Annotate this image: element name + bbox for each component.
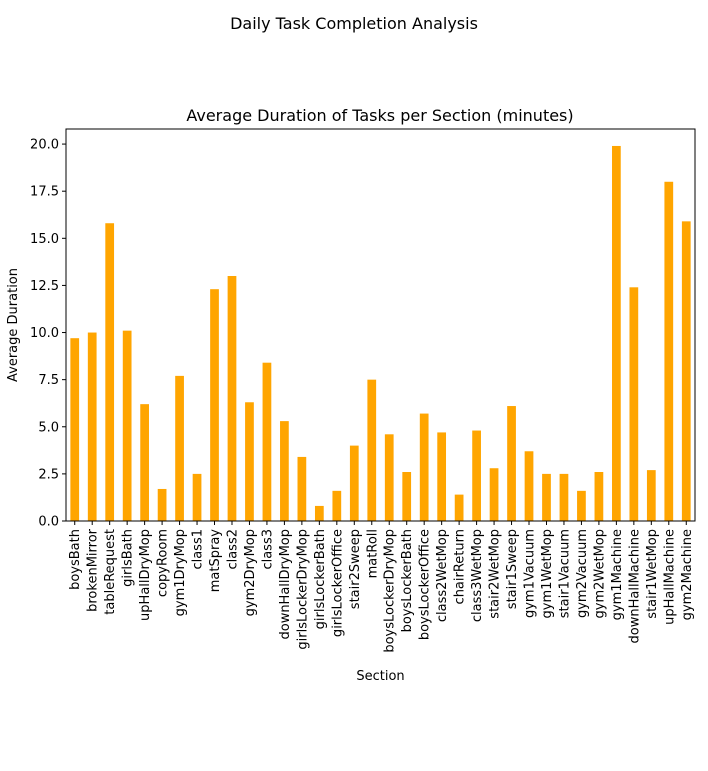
x-tick-label: boysLockerOffice: [418, 529, 433, 640]
bar-series: [70, 145, 691, 521]
x-axis-label: Section: [356, 669, 404, 684]
x-tick-label: girlsLockerBath: [313, 529, 328, 629]
bar-matRoll: [367, 379, 377, 521]
bar-gym2Vacuum: [577, 490, 586, 521]
bar-gym1Vacuum: [524, 451, 534, 521]
x-tick-label: boysLockerDryMop: [383, 529, 398, 653]
bar-upHallDryMop: [140, 404, 149, 521]
bar-gym1Machine: [612, 145, 621, 521]
x-tick-label: stair1Vacuum: [557, 529, 572, 618]
x-tick-label: boysLockerBath: [400, 529, 415, 632]
x-tick-label: girlsLockerDryMop: [295, 529, 310, 650]
x-tick-label: girlsLockerOffice: [330, 529, 345, 637]
bar-downHallDryMop: [280, 421, 289, 521]
x-tick-label: class1: [191, 529, 206, 570]
x-tick-label: gym1Vacuum: [523, 529, 538, 618]
bar-downHallMachine: [629, 287, 639, 521]
x-tick-label: chairReturn: [453, 529, 468, 604]
x-tick-label: gym1DryMop: [173, 529, 188, 616]
x-axis: boysBath brokenMirror tableRequest girlsBat…: [68, 521, 695, 653]
figure-suptitle: Daily Task Completion Analysis: [230, 14, 478, 33]
bar-boysLockerDryMop: [384, 434, 394, 521]
x-tick-label: matSpray: [208, 529, 223, 593]
y-tick-label: 20.0: [30, 138, 59, 153]
y-axis-label: Average Duration: [6, 268, 21, 382]
x-tick-label: matRoll: [365, 529, 380, 578]
x-tick-label: girlsBath: [121, 529, 136, 587]
y-tick-label: 10.0: [30, 326, 59, 341]
bar-stair1Vacuum: [559, 473, 569, 521]
chart-title: Average Duration of Tasks per Section (m…: [186, 106, 573, 125]
x-tick-label: gym1WetMop: [540, 529, 555, 619]
y-tick-label: 17.5: [30, 185, 59, 200]
bar-boysBath: [70, 338, 80, 521]
y-axis: 0.0 2.5 5.0 7.5 10.0 12.5 15.0 17.5 20.0: [30, 138, 66, 530]
x-tick-label: gym2Machine: [680, 529, 695, 620]
x-tick-label: downHallDryMop: [278, 529, 293, 640]
x-tick-label: gym2WetMop: [592, 529, 607, 619]
x-tick-label: tableRequest: [103, 529, 118, 615]
y-tick-label: 2.5: [38, 467, 59, 482]
bar-stair2WetMop: [489, 468, 499, 521]
bar-gym2Machine: [681, 221, 691, 521]
y-tick-label: 12.5: [30, 279, 59, 294]
bar-gym2DryMop: [245, 402, 254, 521]
bar-class3WetMop: [472, 430, 481, 521]
x-tick-label: gym1Machine: [610, 529, 625, 620]
bar-gym1DryMop: [175, 375, 184, 521]
bar-stair1Sweep: [507, 406, 516, 521]
bar-matSpray: [210, 289, 219, 521]
bar-tableRequest: [105, 223, 115, 521]
y-tick-label: 15.0: [30, 232, 59, 247]
x-tick-label: stair2Sweep: [348, 529, 363, 609]
x-tick-label: boysBath: [68, 529, 83, 590]
x-tick-label: stair1Sweep: [505, 529, 520, 609]
plot-frame: [65, 128, 696, 522]
bar-stair2Sweep: [349, 445, 359, 521]
bar-class3: [262, 362, 272, 521]
y-tick-label: 0.0: [38, 515, 59, 530]
x-tick-label: upHallMachine: [662, 529, 677, 625]
y-tick-label: 7.5: [38, 373, 59, 388]
x-tick-label: gym2Vacuum: [575, 529, 590, 618]
bar-girlsLockerBath: [314, 505, 324, 521]
bar-gym2WetMop: [594, 472, 604, 521]
bar-brokenMirror: [87, 332, 97, 521]
bar-girlsBath: [122, 330, 132, 521]
bar-class1: [192, 473, 202, 521]
x-tick-label: stair2WetMop: [488, 529, 503, 619]
bar-boysLockerBath: [402, 472, 412, 521]
bar-girlsLockerDryMop: [297, 456, 307, 521]
y-tick-label: 5.0: [38, 420, 59, 435]
x-tick-label: class3WetMop: [470, 529, 485, 622]
x-tick-label: class2WetMop: [435, 529, 450, 622]
bar-gym1WetMop: [542, 473, 551, 521]
bar-copyRoom: [157, 488, 167, 521]
x-tick-label: copyRoom: [156, 529, 171, 597]
bar-stair1WetMop: [646, 470, 656, 521]
bar-class2: [227, 276, 237, 521]
bar-chairReturn: [454, 494, 464, 521]
bar-boysLockerOffice: [419, 413, 429, 521]
x-tick-label: upHallDryMop: [138, 529, 153, 621]
x-tick-label: downHallMachine: [627, 529, 642, 643]
bar-girlsLockerOffice: [332, 490, 342, 521]
x-tick-label: gym2DryMop: [243, 529, 258, 616]
x-tick-label: stair1WetMop: [645, 529, 660, 619]
x-tick-label: class2: [225, 529, 240, 570]
x-tick-label: brokenMirror: [86, 528, 101, 612]
bar-upHallMachine: [664, 181, 674, 521]
bar-class2WetMop: [437, 432, 447, 521]
x-tick-label: class3: [260, 529, 275, 570]
